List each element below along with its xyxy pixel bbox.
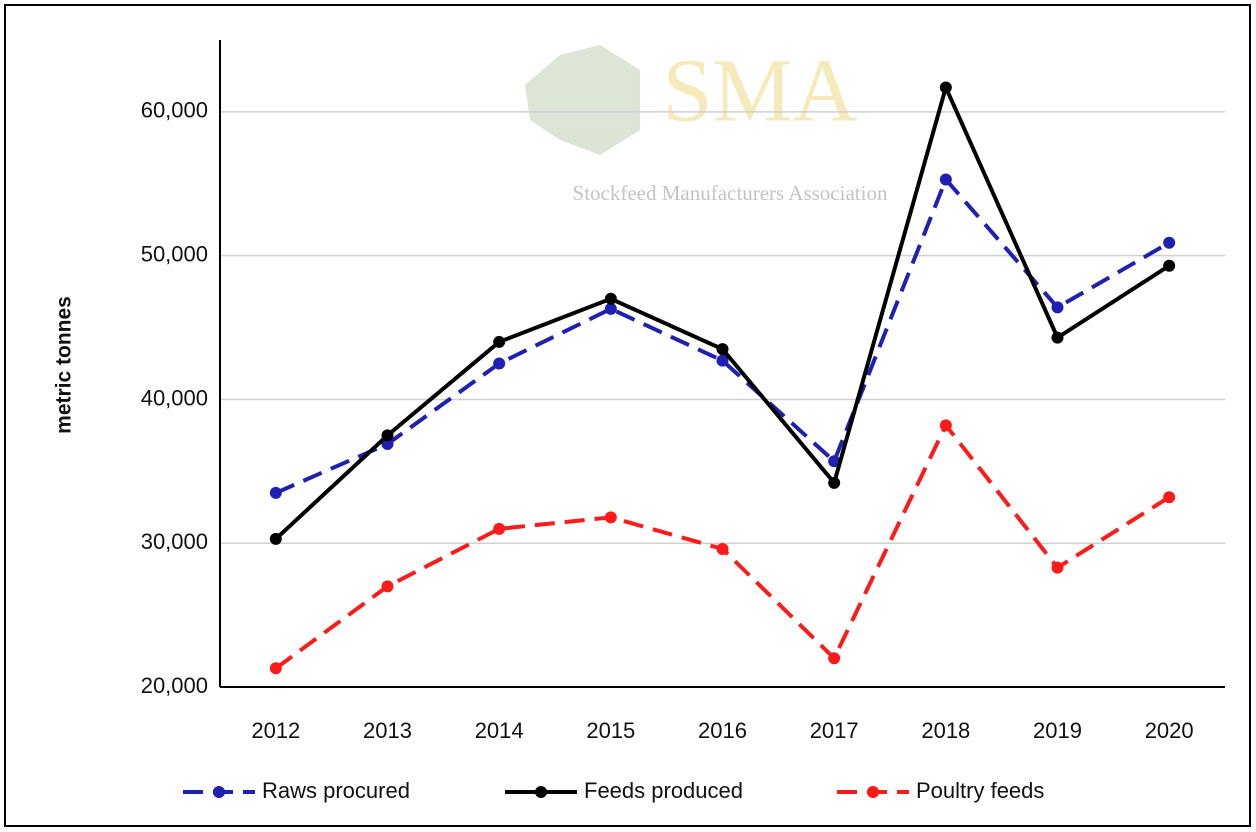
x-tick-label: 2014	[475, 718, 524, 743]
point	[939, 173, 952, 186]
x-tick-label: 2019	[1033, 718, 1082, 743]
x-tick-label: 2016	[698, 718, 747, 743]
legend-label: Poultry feeds	[916, 778, 1044, 803]
watermark-subtitle: Stockfeed Manufacturers Association	[573, 181, 888, 205]
point	[1051, 301, 1064, 314]
point	[716, 354, 729, 367]
frame	[4, 4, 1251, 827]
point	[269, 662, 282, 675]
point	[269, 532, 282, 545]
watermark: SMA Stockfeed Manufacturers Association	[525, 42, 888, 205]
series-line	[275, 175, 1171, 495]
x-tick-label: 2015	[586, 718, 635, 743]
legend-label: Feeds produced	[584, 778, 743, 803]
point	[828, 652, 841, 665]
point	[381, 429, 394, 442]
watermark-title: SMA	[662, 42, 857, 141]
point	[939, 419, 952, 432]
y-tick-label: 40,000	[141, 385, 208, 410]
point	[493, 522, 506, 535]
point	[269, 486, 282, 499]
y-tick-label: 60,000	[141, 98, 208, 123]
y-tick-label: 20,000	[141, 673, 208, 698]
point	[716, 542, 729, 555]
point	[604, 292, 617, 305]
point	[1051, 561, 1064, 574]
point	[604, 511, 617, 524]
legend-marker	[535, 786, 547, 798]
point	[828, 455, 841, 468]
y-axis-label: metric tonnes	[53, 296, 76, 434]
x-tick-label: 2012	[251, 718, 300, 743]
legend-marker	[213, 786, 225, 798]
point	[716, 343, 729, 356]
x-tick-label: 2013	[363, 718, 412, 743]
point	[381, 580, 394, 593]
point	[493, 335, 506, 348]
logo-map	[525, 45, 640, 155]
point	[1163, 236, 1176, 249]
point	[1051, 331, 1064, 344]
point	[493, 357, 506, 370]
y-tick-label: 50,000	[141, 241, 208, 266]
x-tick-label: 2017	[810, 718, 859, 743]
y-tick-label: 30,000	[141, 529, 208, 554]
legend-marker	[867, 786, 879, 798]
point	[1163, 491, 1176, 504]
x-tick-label: 2018	[921, 718, 970, 743]
point	[939, 81, 952, 94]
legend-label: Raws procured	[262, 778, 410, 803]
x-tick-label: 2020	[1145, 718, 1194, 743]
point	[381, 438, 394, 451]
point	[604, 302, 617, 315]
point	[1163, 259, 1176, 272]
point	[828, 476, 841, 489]
